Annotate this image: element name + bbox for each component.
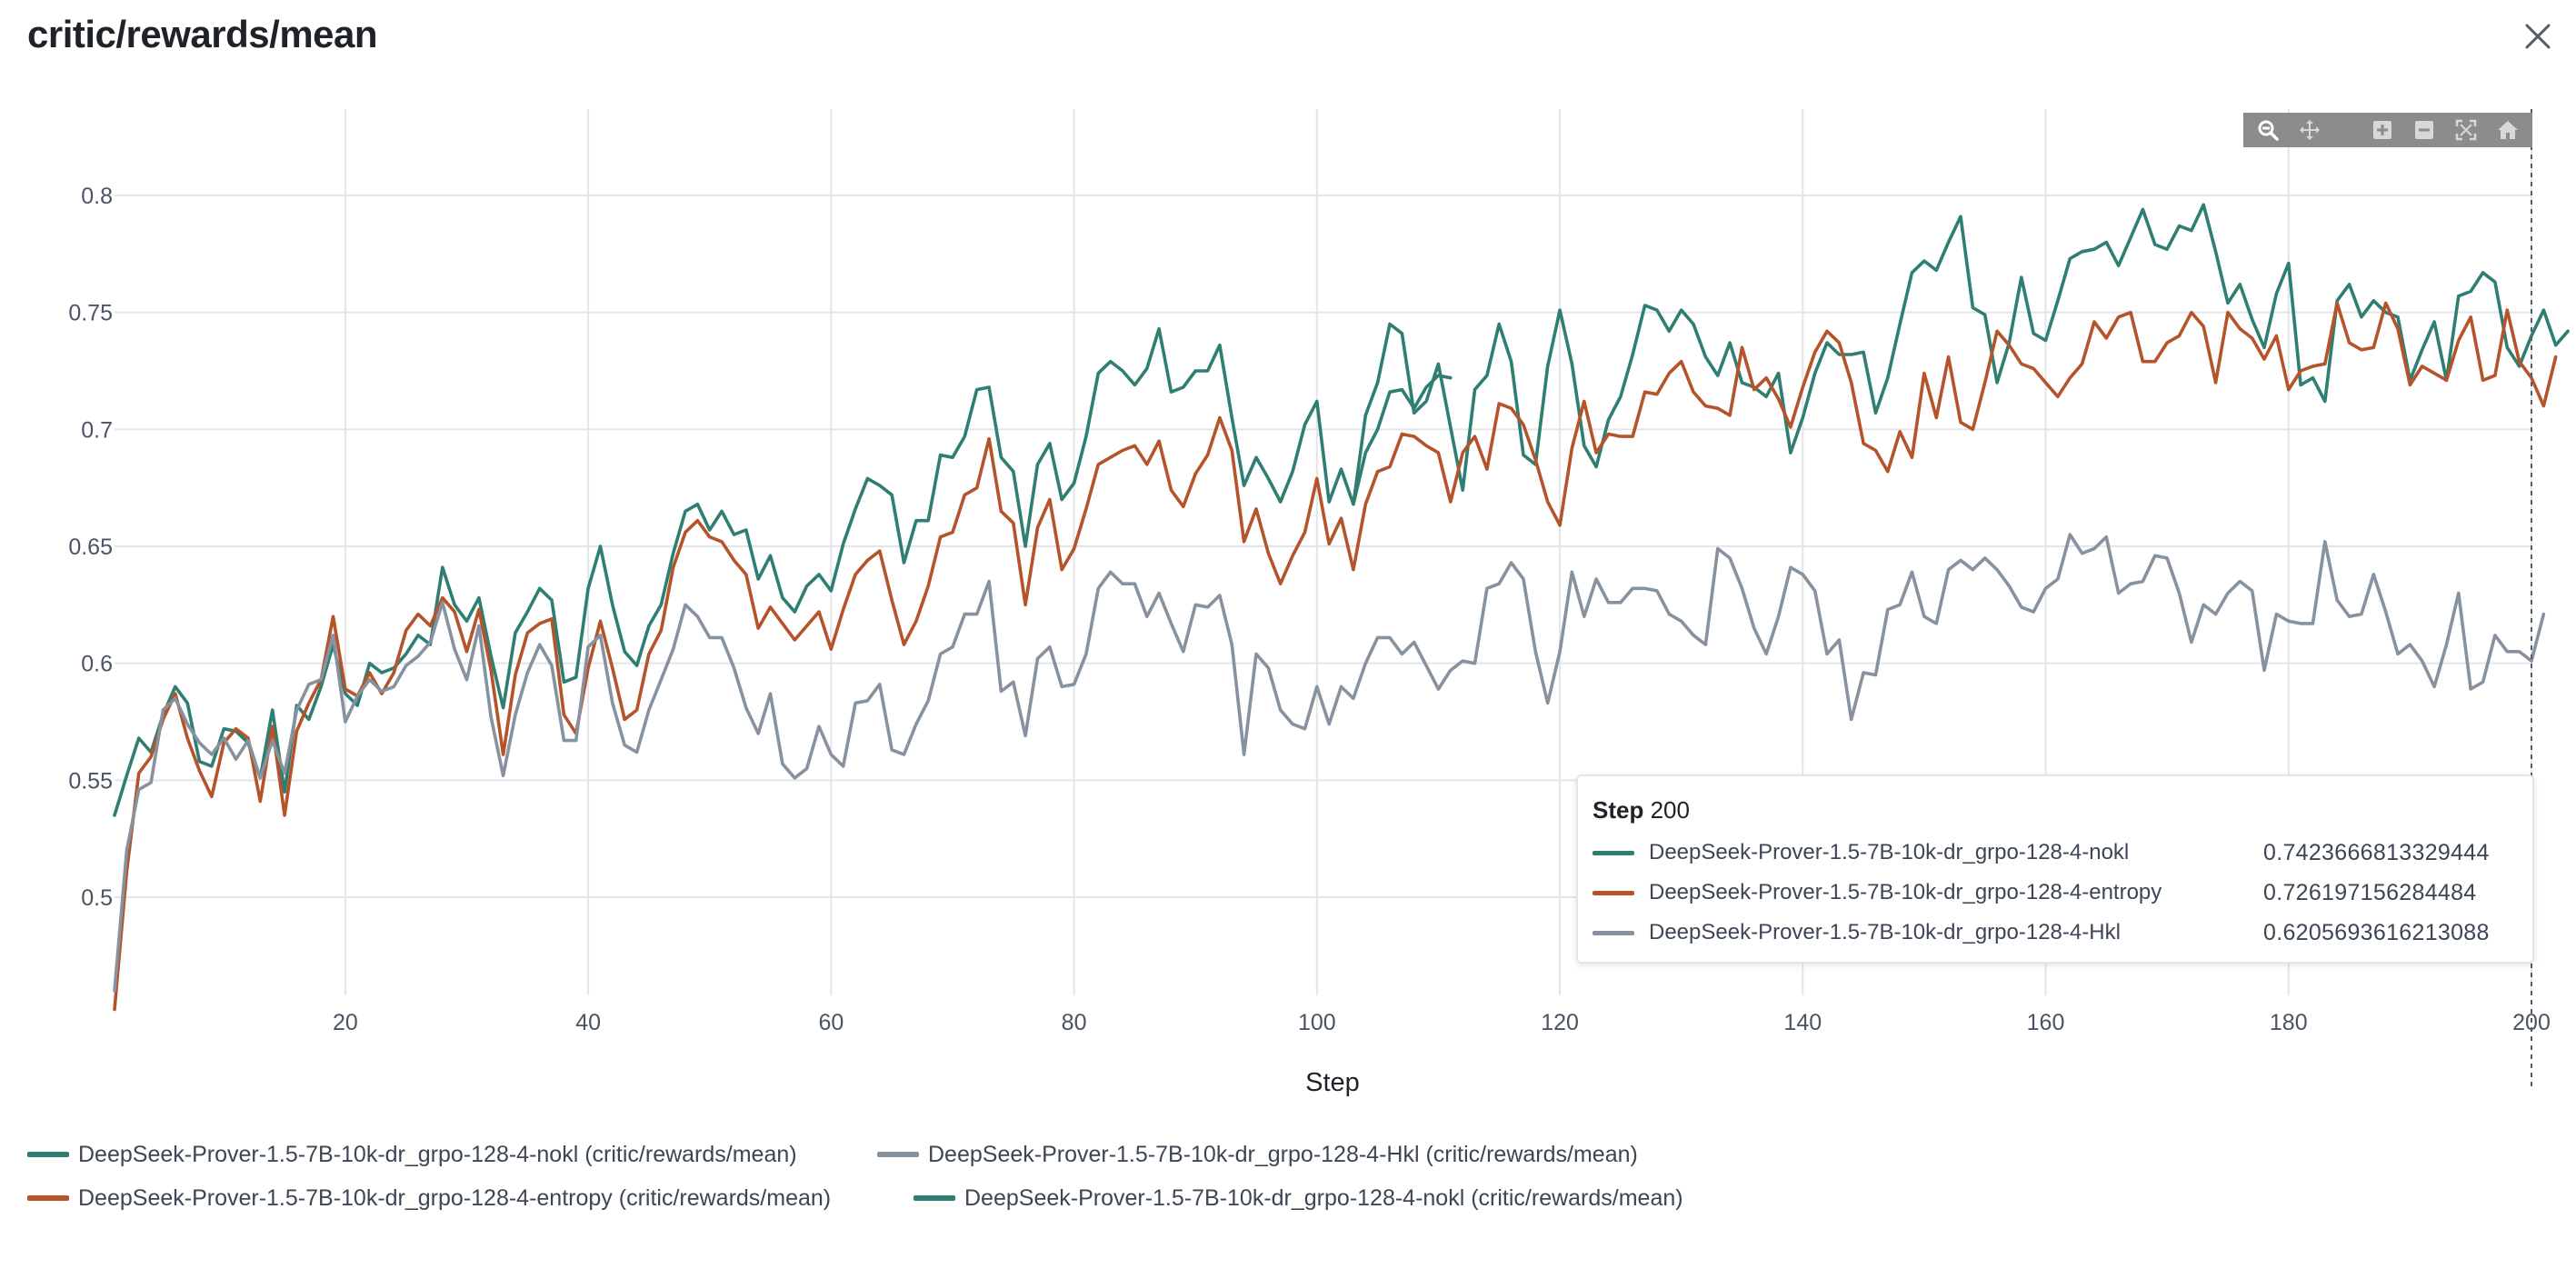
x-tick-label: 140 <box>1783 1010 1822 1035</box>
autoscale-icon <box>2455 119 2477 141</box>
zoom-icon <box>2258 120 2279 141</box>
zoom-in-button[interactable] <box>2369 116 2396 144</box>
legend-item[interactable]: DeepSeek-Prover-1.5-7B-10k-dr_grpo-128-4… <box>27 1136 797 1173</box>
tooltip-step-value: 200 <box>1650 796 1690 824</box>
hover-tooltip: Step 200 DeepSeek-Prover-1.5-7B-10k-dr_g… <box>1576 774 2534 964</box>
y-tick-label: 0.7 <box>81 417 113 443</box>
y-tick-label: 0.55 <box>68 768 113 794</box>
tooltip-row: DeepSeek-Prover-1.5-7B-10k-dr_grpo-128-4… <box>1593 874 2520 911</box>
y-tick-label: 0.65 <box>68 535 113 560</box>
legend-swatch <box>27 1152 69 1157</box>
tooltip-series-value: 0.726197156284484 <box>2263 879 2477 905</box>
legend-item[interactable]: DeepSeek-Prover-1.5-7B-10k-dr_grpo-128-4… <box>27 1180 831 1216</box>
legend-label: DeepSeek-Prover-1.5-7B-10k-dr_grpo-128-4… <box>964 1184 1683 1211</box>
tooltip-header: Step 200 <box>1593 796 1690 824</box>
series-layer <box>113 203 2570 1012</box>
home-icon <box>2498 121 2518 139</box>
x-tick-label: 100 <box>1298 1010 1336 1035</box>
line-chart[interactable]: 0.5 0.55 0.6 0.65 0.7 0.75 0.8 20 40 60 80 100 120 1… <box>0 0 2576 1127</box>
tooltip-step-label: Step <box>1593 796 1644 824</box>
x-tick-label: 60 <box>818 1010 844 1035</box>
y-tick-label: 0.6 <box>81 652 113 677</box>
x-tick-label: 80 <box>1062 1010 1087 1035</box>
pan-button[interactable] <box>2296 116 2323 144</box>
tooltip-series-value: 0.6205693616213088 <box>2263 919 2490 945</box>
legend-swatch <box>27 1195 69 1201</box>
y-axis: 0.5 0.55 0.6 0.65 0.7 0.75 0.8 <box>68 184 113 911</box>
x-tick-label: 40 <box>575 1010 601 1035</box>
zoom-out-icon <box>2415 121 2433 139</box>
legend-label: DeepSeek-Prover-1.5-7B-10k-dr_grpo-128-4… <box>928 1141 1638 1167</box>
x-tick-label: 120 <box>1541 1010 1579 1035</box>
series-swatch <box>1593 930 1634 935</box>
legend-item[interactable]: DeepSeek-Prover-1.5-7B-10k-dr_grpo-128-4… <box>877 1136 1638 1173</box>
tooltip-series-name: DeepSeek-Prover-1.5-7B-10k-dr_grpo-128-4… <box>1649 880 2162 904</box>
x-tick-label: 160 <box>2027 1010 2065 1035</box>
tooltip-row: DeepSeek-Prover-1.5-7B-10k-dr_grpo-128-4… <box>1593 914 2520 951</box>
series-swatch <box>1593 890 1634 895</box>
tooltip-series-value: 0.7423666813329444 <box>2263 839 2490 865</box>
x-axis: 20 40 60 80 100 120 140 160 180 200 <box>333 1010 2551 1035</box>
zoom-in-icon <box>2373 121 2391 139</box>
series-line-2 <box>113 533 2546 993</box>
legend-swatch <box>914 1195 955 1201</box>
series-swatch <box>1593 850 1634 855</box>
y-tick-label: 0.8 <box>81 184 113 209</box>
tooltip-row: DeepSeek-Prover-1.5-7B-10k-dr_grpo-128-4… <box>1593 834 2520 871</box>
x-tick-label: 20 <box>333 1010 358 1035</box>
series-line-0 <box>113 203 2570 817</box>
x-axis-label: Step <box>1305 1068 1360 1097</box>
zoom-out-button[interactable] <box>2411 116 2438 144</box>
series-line-3 <box>1352 374 1453 506</box>
y-tick-label: 0.75 <box>68 301 113 326</box>
legend-label: DeepSeek-Prover-1.5-7B-10k-dr_grpo-128-4… <box>78 1184 832 1211</box>
tooltip-series-name: DeepSeek-Prover-1.5-7B-10k-dr_grpo-128-4… <box>1649 840 2130 864</box>
series-line-1 <box>113 301 2558 1012</box>
autoscale-button[interactable] <box>2452 116 2480 144</box>
page-title: critic/rewards/mean <box>27 13 378 55</box>
close-icon <box>2525 24 2551 49</box>
tooltip-series-name: DeepSeek-Prover-1.5-7B-10k-dr_grpo-128-4… <box>1649 920 2121 944</box>
zoom-button[interactable] <box>2254 116 2281 144</box>
pan-icon <box>2300 120 2320 140</box>
legend-item[interactable]: DeepSeek-Prover-1.5-7B-10k-dr_grpo-128-4… <box>914 1180 1683 1216</box>
reset-axes-button[interactable] <box>2494 116 2521 144</box>
x-tick-label: 180 <box>2270 1010 2308 1035</box>
chart-modebar <box>2243 113 2532 147</box>
legend-label: DeepSeek-Prover-1.5-7B-10k-dr_grpo-128-4… <box>78 1141 797 1167</box>
close-button[interactable] <box>2518 16 2558 56</box>
y-tick-label: 0.5 <box>81 885 113 911</box>
legend-swatch <box>877 1152 919 1157</box>
